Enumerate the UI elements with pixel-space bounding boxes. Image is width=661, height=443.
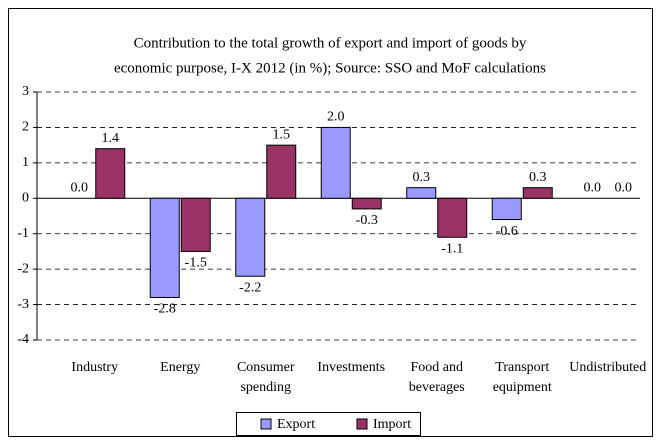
legend-box: [236, 412, 421, 436]
x-tick-label: Food and beverages: [408, 360, 465, 395]
data-label: -1.1: [441, 241, 463, 256]
bar: [351, 197, 382, 210]
data-label: -2.2: [239, 280, 261, 295]
bar: [406, 187, 437, 199]
y-tick-label: -3: [17, 297, 29, 312]
bar: [522, 187, 553, 199]
x-tick-label-box: Industry: [71, 360, 119, 375]
bar: [180, 197, 211, 252]
data-label: -2.8: [154, 302, 176, 317]
y-tick-label: 3: [22, 84, 29, 99]
x-tick-label-box: Energy: [160, 360, 201, 375]
data-label: 0.3: [529, 170, 547, 185]
x-tick-label-box: Undistributed: [569, 360, 647, 375]
data-label: 2.0: [327, 110, 345, 125]
y-tick-label: 0: [22, 191, 29, 206]
legend-label: Import: [373, 417, 411, 432]
bar: [235, 197, 266, 277]
legend-swatch: [260, 418, 272, 430]
y-tick-label: 1: [22, 155, 29, 170]
data-label: -1.5: [185, 256, 207, 271]
x-tick-label: Investments: [317, 360, 386, 375]
bar: [95, 148, 126, 199]
data-label: 0.3: [413, 170, 431, 185]
data-label: 0.0: [615, 181, 633, 196]
x-tick-label: Energy: [160, 360, 201, 375]
x-tick-label-box: Food and beverages: [408, 360, 465, 395]
y-tick-label: -4: [17, 332, 29, 347]
bar: [266, 144, 297, 199]
y-tick-label: -2: [17, 261, 29, 276]
data-label: -0.6: [496, 224, 518, 239]
data-label: 1.5: [273, 127, 291, 142]
data-label: 0.0: [584, 181, 602, 196]
x-tick-label: Industry: [71, 360, 119, 375]
y-tick-label: 2: [22, 120, 29, 135]
chart-border: [8, 8, 653, 437]
bar: [149, 197, 180, 298]
chart-title: economic purpose, I-X 2012 (in %); Sourc…: [114, 60, 546, 76]
chart-title: Contribution to the total growth of expo…: [134, 35, 527, 51]
x-tick-label-box: Consumer spending: [236, 360, 295, 395]
data-label: 1.4: [102, 131, 120, 146]
legend-label: Export: [277, 417, 315, 432]
bar: [320, 126, 351, 199]
x-tick-label: Transport equipment: [492, 360, 552, 395]
data-label: -0.3: [356, 213, 378, 228]
data-label: 0.0: [71, 181, 89, 196]
y-tick-label: -1: [17, 226, 29, 241]
x-tick-label: Undistributed: [569, 360, 647, 375]
x-tick-label-box: Investments: [317, 360, 386, 375]
legend-swatch: [356, 418, 368, 430]
bar: [437, 197, 468, 238]
x-tick-label: Consumer spending: [236, 360, 295, 395]
bar: [491, 197, 522, 221]
x-tick-label-box: Transport equipment: [492, 360, 552, 395]
